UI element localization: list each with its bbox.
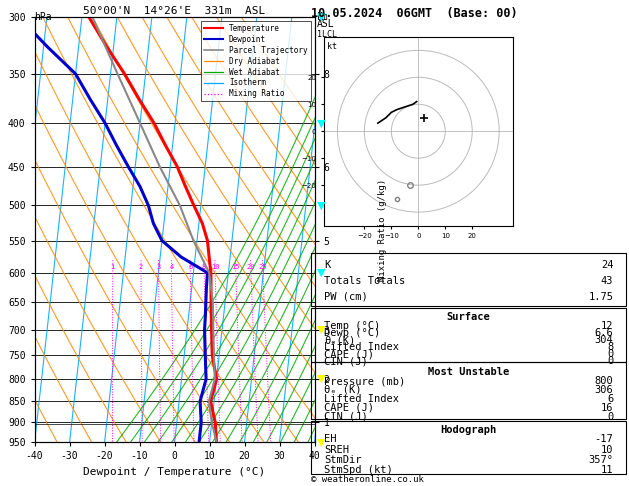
- Text: 0: 0: [607, 356, 613, 366]
- Text: 43: 43: [601, 276, 613, 286]
- Y-axis label: Mixing Ratio (g/kg): Mixing Ratio (g/kg): [378, 178, 387, 281]
- Text: Surface: Surface: [447, 312, 491, 322]
- Text: ▼: ▼: [316, 118, 325, 128]
- Text: Lifted Index: Lifted Index: [324, 394, 399, 404]
- Text: 1.75: 1.75: [588, 292, 613, 301]
- Text: θₑ (K): θₑ (K): [324, 385, 362, 395]
- Text: 11: 11: [601, 465, 613, 475]
- Text: 15: 15: [231, 263, 240, 270]
- Text: 6.6: 6.6: [594, 328, 613, 338]
- Text: 1LCL: 1LCL: [317, 31, 337, 39]
- Text: Dewp (°C): Dewp (°C): [324, 328, 380, 338]
- Text: 12: 12: [601, 321, 613, 331]
- Text: ▼: ▼: [316, 325, 325, 334]
- Bar: [311, 363, 626, 419]
- Text: 6: 6: [607, 394, 613, 404]
- Text: kt: kt: [326, 42, 337, 51]
- Bar: [311, 420, 626, 474]
- Text: 8: 8: [607, 342, 613, 352]
- Text: 25: 25: [259, 263, 267, 270]
- Text: SREH: SREH: [324, 445, 349, 454]
- Text: ▼: ▼: [316, 12, 325, 22]
- Text: 8: 8: [202, 263, 206, 270]
- Text: 10: 10: [211, 263, 220, 270]
- Bar: [311, 253, 626, 306]
- Text: 3: 3: [157, 263, 160, 270]
- Text: 20: 20: [247, 263, 255, 270]
- Text: 2: 2: [139, 263, 143, 270]
- Text: 1: 1: [111, 263, 115, 270]
- Text: 6: 6: [188, 263, 192, 270]
- Text: Hodograph: Hodograph: [440, 425, 497, 435]
- Text: EH: EH: [324, 434, 337, 444]
- Text: 0: 0: [607, 412, 613, 422]
- Text: StmDir: StmDir: [324, 455, 362, 465]
- Text: CIN (J): CIN (J): [324, 356, 368, 366]
- Text: 24: 24: [601, 260, 613, 270]
- Text: CIN (J): CIN (J): [324, 412, 368, 422]
- Text: © weatheronline.co.uk: © weatheronline.co.uk: [311, 474, 424, 484]
- Text: ▼: ▼: [316, 268, 325, 278]
- Text: CAPE (J): CAPE (J): [324, 349, 374, 360]
- Text: 10: 10: [601, 445, 613, 454]
- Text: PW (cm): PW (cm): [324, 292, 368, 301]
- Text: ▼: ▼: [316, 200, 325, 210]
- Text: 306: 306: [594, 385, 613, 395]
- Text: Pressure (mb): Pressure (mb): [324, 376, 405, 386]
- Text: Totals Totals: Totals Totals: [324, 276, 405, 286]
- Text: 4: 4: [169, 263, 174, 270]
- Text: Lifted Index: Lifted Index: [324, 342, 399, 352]
- Text: θₑ(K): θₑ(K): [324, 335, 355, 346]
- Text: ▼: ▼: [316, 374, 325, 384]
- Text: km: km: [316, 12, 328, 22]
- Text: K: K: [324, 260, 330, 270]
- Text: 357°: 357°: [588, 455, 613, 465]
- Text: Temp (°C): Temp (°C): [324, 321, 380, 331]
- Text: StmSpd (kt): StmSpd (kt): [324, 465, 392, 475]
- Text: 304: 304: [594, 335, 613, 346]
- Text: Most Unstable: Most Unstable: [428, 367, 509, 377]
- Text: 0: 0: [607, 349, 613, 360]
- Text: 10.05.2024  06GMT  (Base: 00): 10.05.2024 06GMT (Base: 00): [311, 7, 518, 20]
- Text: ASL: ASL: [316, 19, 334, 30]
- Text: 16: 16: [601, 403, 613, 413]
- Text: CAPE (J): CAPE (J): [324, 403, 374, 413]
- Title: 50°00'N  14°26'E  331m  ASL: 50°00'N 14°26'E 331m ASL: [84, 6, 265, 16]
- X-axis label: Dewpoint / Temperature (°C): Dewpoint / Temperature (°C): [84, 467, 265, 477]
- Bar: [311, 308, 626, 363]
- Text: hPa: hPa: [35, 12, 52, 22]
- Text: ▼: ▼: [316, 437, 325, 447]
- Legend: Temperature, Dewpoint, Parcel Trajectory, Dry Adiabat, Wet Adiabat, Isotherm, Mi: Temperature, Dewpoint, Parcel Trajectory…: [201, 21, 311, 102]
- Text: -17: -17: [594, 434, 613, 444]
- Text: 800: 800: [594, 376, 613, 386]
